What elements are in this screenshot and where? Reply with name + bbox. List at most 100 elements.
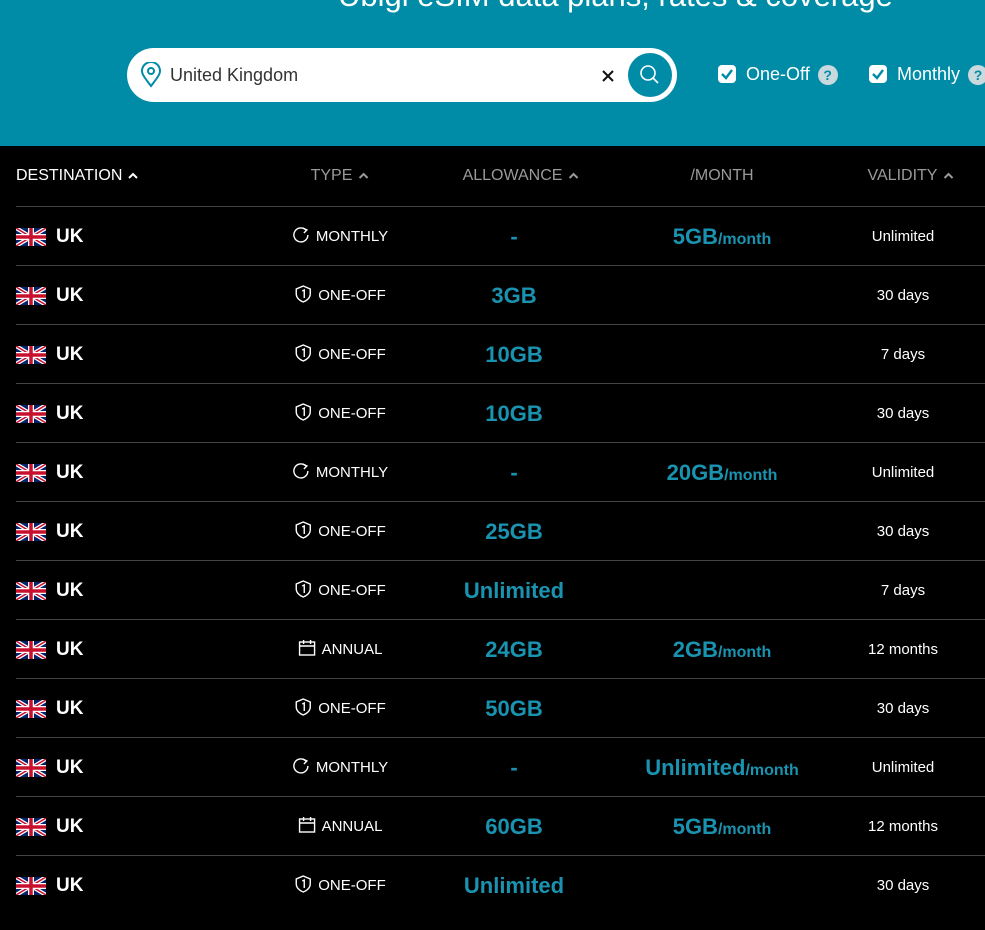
filter-label: One-Off bbox=[746, 64, 810, 84]
type-icon bbox=[295, 344, 311, 362]
type-label: ANNUAL bbox=[321, 818, 383, 835]
month-unit: /month bbox=[745, 762, 799, 779]
checkbox[interactable] bbox=[869, 65, 887, 83]
table-row[interactable]: UK ONE-OFF 50GB 30 days bbox=[16, 678, 985, 738]
filter-monthly[interactable]: Monthly? bbox=[869, 64, 985, 85]
validity: Unlimited bbox=[871, 228, 935, 245]
destination-name: UK bbox=[56, 285, 84, 306]
validity: 12 months bbox=[867, 641, 939, 658]
column-header[interactable]: ALLOWANCE bbox=[463, 167, 580, 185]
search-input[interactable]: United Kingdom bbox=[170, 65, 299, 85]
filter-label: Monthly bbox=[897, 64, 961, 84]
table-row[interactable]: UK ANNUAL 24GB 2GB/month 12 months bbox=[16, 619, 985, 679]
month-unit: /month bbox=[717, 821, 772, 838]
column-header[interactable]: DESTINATION bbox=[16, 167, 139, 185]
type-icon bbox=[293, 463, 309, 479]
type-label: MONTHLY bbox=[315, 759, 389, 776]
type-icon bbox=[295, 285, 311, 303]
plan-type: ONE-OFF bbox=[294, 266, 386, 325]
table-row[interactable]: UK ONE-OFF Unlimited 7 days bbox=[16, 560, 985, 620]
column-label: VALIDITY bbox=[867, 167, 938, 184]
table-row[interactable]: UK ANNUAL 60GB 5GB/month 12 months bbox=[16, 796, 985, 856]
destination-name: UK bbox=[56, 639, 84, 660]
validity: Unlimited bbox=[871, 464, 935, 481]
type-label: ONE-OFF bbox=[318, 405, 386, 422]
help-icon[interactable]: ? bbox=[817, 65, 838, 85]
type-icon bbox=[295, 403, 311, 421]
plan-type: MONTHLY bbox=[292, 443, 388, 502]
flag bbox=[16, 405, 46, 423]
column-label: ALLOWANCE bbox=[462, 167, 563, 184]
type-label: ONE-OFF bbox=[318, 700, 386, 717]
search-button[interactable] bbox=[628, 53, 672, 97]
allowance: 60GB bbox=[485, 814, 543, 839]
month-unit: /month bbox=[724, 467, 778, 484]
header: Ubigi eSIM data plans, rates & coverage … bbox=[0, 0, 985, 146]
destination: UK bbox=[56, 738, 83, 797]
destination-name: UK bbox=[56, 403, 84, 424]
column-header[interactable]: /MONTH bbox=[690, 167, 753, 185]
destination: UK bbox=[56, 856, 83, 915]
table-row[interactable]: UK ONE-OFF Unlimited 30 days bbox=[16, 855, 985, 915]
allowance: 25GB bbox=[485, 519, 543, 544]
flag bbox=[16, 228, 46, 246]
plan-type: ANNUAL bbox=[298, 797, 383, 856]
flag bbox=[16, 464, 46, 482]
month-amount: 20GB bbox=[666, 460, 725, 485]
type-icon bbox=[298, 817, 316, 833]
per-month: 2GB/month bbox=[673, 620, 772, 679]
table-row[interactable]: UK MONTHLY - Unlimited/month Unlimited bbox=[16, 737, 985, 797]
plan-type: ONE-OFF bbox=[294, 384, 386, 443]
column-header[interactable]: VALIDITY bbox=[868, 167, 955, 185]
type-icon bbox=[293, 758, 309, 774]
allowance: 3GB bbox=[491, 283, 537, 308]
destination-name: UK bbox=[56, 226, 84, 247]
validity: 7 days bbox=[880, 582, 926, 599]
type-icon bbox=[293, 227, 309, 243]
per-month: 20GB/month bbox=[667, 443, 778, 502]
per-month: 5GB/month bbox=[673, 797, 772, 856]
plan-type: MONTHLY bbox=[292, 207, 388, 266]
column-label: DESTINATION bbox=[16, 167, 123, 184]
flag bbox=[16, 287, 46, 305]
column-label: /MONTH bbox=[690, 167, 754, 184]
destination-name: UK bbox=[56, 521, 84, 542]
destination: UK bbox=[56, 443, 83, 502]
type-label: ONE-OFF bbox=[318, 346, 386, 363]
destination: UK bbox=[56, 207, 83, 266]
validity: 30 days bbox=[876, 287, 930, 304]
month-amount: 5GB bbox=[672, 224, 718, 249]
table-row[interactable]: UK MONTHLY - 5GB/month Unlimited bbox=[16, 206, 985, 266]
checkbox[interactable] bbox=[718, 65, 736, 83]
location-icon bbox=[140, 62, 162, 88]
validity: 30 days bbox=[876, 700, 930, 717]
destination: UK bbox=[56, 266, 83, 325]
table-row[interactable]: UK MONTHLY - 20GB/month Unlimited bbox=[16, 442, 985, 502]
month-amount: 5GB bbox=[672, 814, 718, 839]
destination-name: UK bbox=[56, 698, 84, 719]
help-icon[interactable]: ? bbox=[968, 65, 985, 85]
type-label: ONE-OFF bbox=[318, 877, 386, 894]
destination-name: UK bbox=[56, 580, 84, 601]
filter-one-off[interactable]: One-Off? bbox=[718, 64, 838, 85]
search-box[interactable]: United Kingdom bbox=[127, 48, 677, 102]
type-label: MONTHLY bbox=[315, 228, 389, 245]
table-row[interactable]: UK ONE-OFF 25GB 30 days bbox=[16, 501, 985, 561]
table-row[interactable]: UK ONE-OFF 10GB 30 days bbox=[16, 383, 985, 443]
check bbox=[872, 69, 884, 80]
validity: 12 months bbox=[867, 818, 939, 835]
table-row[interactable]: UK ONE-OFF 10GB 7 days bbox=[16, 324, 985, 384]
destination-name: UK bbox=[56, 462, 84, 483]
sort-arrow bbox=[358, 172, 369, 179]
column-header[interactable]: TYPE bbox=[311, 167, 370, 185]
month-unit: /month bbox=[717, 644, 772, 661]
flag bbox=[16, 523, 46, 541]
destination: UK bbox=[56, 679, 83, 738]
column-label: TYPE bbox=[310, 167, 353, 184]
clear-button[interactable] bbox=[602, 70, 614, 82]
table-row[interactable]: UK ONE-OFF 3GB 30 days bbox=[16, 265, 985, 325]
type-icon bbox=[295, 875, 311, 893]
type-icon bbox=[295, 698, 311, 716]
